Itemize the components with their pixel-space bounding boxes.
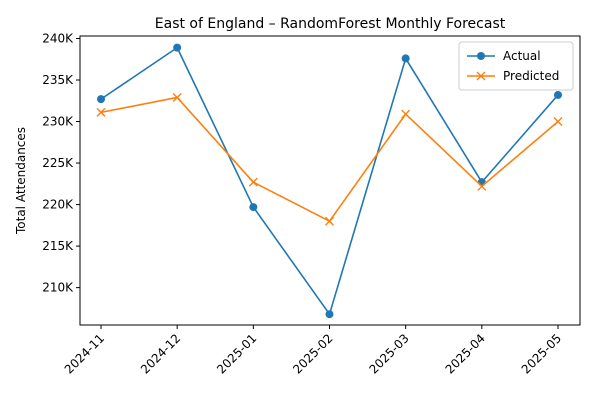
- legend: Actual Predicted: [458, 41, 574, 91]
- x-tick-label: 2024-11: [62, 331, 107, 376]
- x-tick-label: 2025-01: [214, 331, 259, 376]
- data-point: [173, 43, 182, 52]
- legend-marker: [477, 52, 485, 60]
- legend-label: Actual: [503, 49, 541, 63]
- series-layer: [96, 43, 563, 319]
- data-point: [325, 310, 334, 319]
- chart-title: East of England – RandomForest Monthly F…: [155, 16, 506, 32]
- x-tick-label: 2025-05: [519, 331, 564, 376]
- y-tick-label: 215K: [42, 239, 74, 253]
- data-point: [401, 109, 411, 119]
- x-tick-label: 2024-12: [138, 331, 183, 376]
- x-tick-label: 2025-02: [290, 331, 335, 376]
- y-tick-label: 240K: [42, 31, 74, 45]
- data-point: [325, 216, 334, 226]
- series-predicted: [96, 92, 563, 226]
- data-point: [97, 95, 105, 104]
- data-point: [96, 107, 106, 117]
- data-point: [477, 181, 487, 191]
- y-tick-label: 230K: [42, 115, 74, 129]
- legend-item-predicted: Predicted: [467, 69, 559, 83]
- y-tick-label: 225K: [42, 156, 74, 170]
- data-point: [249, 203, 258, 212]
- y-tick-label: 220K: [42, 198, 74, 212]
- y-axis-label: Total Attendances: [14, 127, 28, 235]
- data-point: [554, 90, 562, 99]
- data-point: [401, 54, 410, 63]
- legend-marker: [476, 71, 486, 81]
- legend-box: [458, 41, 574, 91]
- y-tick-label: 235K: [42, 73, 74, 87]
- x-tick-label: 2025-03: [366, 331, 411, 376]
- legend-item-actual: Actual: [467, 49, 541, 63]
- y-axis: 210K 215K 220K 225K 230K 235K 240K: [42, 31, 80, 295]
- legend-label: Predicted: [503, 69, 559, 83]
- y-tick-label: 210K: [42, 281, 74, 295]
- data-point: [248, 177, 258, 187]
- series-line: [100, 96, 559, 222]
- x-axis: 2024-11 2024-12 2025-01 2025-02 2025-03 2025-…: [62, 325, 564, 377]
- x-tick-label: 2025-04: [443, 331, 488, 376]
- data-point: [172, 92, 182, 102]
- data-point: [553, 117, 563, 127]
